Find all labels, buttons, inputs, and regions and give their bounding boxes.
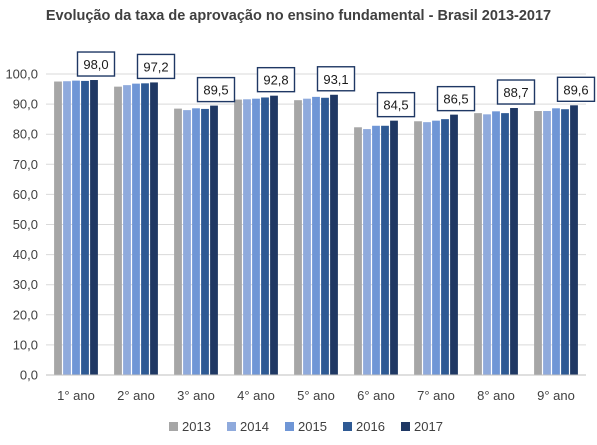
y-tick-label: 10,0 (13, 337, 38, 352)
data-label: 89,6 (563, 82, 588, 97)
x-tick-label: 4° ano (237, 388, 275, 403)
bar-2016 (501, 113, 509, 375)
x-tick-label: 7° ano (417, 388, 455, 403)
bar-2016 (261, 97, 269, 375)
bar-2017 (150, 82, 158, 375)
y-tick-label: 90,0 (13, 97, 38, 112)
bar-2013 (414, 121, 422, 375)
bar-2015 (432, 120, 440, 375)
bar-2017 (270, 95, 278, 375)
bar-2014 (123, 85, 131, 376)
bar-2015 (492, 111, 500, 375)
data-label: 84,5 (383, 98, 408, 113)
y-tick-label: 30,0 (13, 277, 38, 292)
data-label-box (256, 66, 296, 93)
bar-2013 (534, 111, 542, 375)
bar-2013 (474, 113, 482, 375)
data-label-box (196, 76, 236, 103)
data-label-box (376, 91, 416, 118)
bar-2017 (450, 114, 458, 375)
y-tick-label: 100,0 (5, 67, 38, 82)
bar-2013 (354, 127, 362, 375)
bar-2013 (54, 81, 62, 376)
data-label: 97,2 (143, 59, 168, 74)
bar-2014 (363, 129, 371, 375)
bar-2013 (114, 86, 122, 375)
data-label: 89,5 (203, 83, 228, 98)
bar-2015 (372, 125, 380, 375)
bar-2016 (441, 119, 449, 376)
bar-2015 (192, 108, 200, 376)
legend-swatch-2013 (169, 422, 178, 431)
legend-swatch-2015 (285, 422, 294, 431)
bar-2016 (81, 80, 89, 375)
bar-2014 (183, 110, 191, 376)
data-label-box (436, 85, 476, 112)
bar-2016 (381, 125, 389, 375)
data-label-box (556, 76, 596, 103)
y-tick-label: 0,0 (20, 368, 38, 383)
data-label: 92,8 (263, 73, 288, 88)
bar-2017 (90, 80, 98, 376)
bar-2017 (330, 94, 338, 376)
bar-2017 (570, 105, 578, 375)
legend-label: 2017 (414, 419, 443, 434)
x-tick-label: 9° ano (537, 388, 575, 403)
chart-title: Evolução da taxa de aprovação no ensino … (45, 8, 552, 24)
data-label: 98,0 (83, 57, 108, 72)
legend-label: 2016 (356, 419, 385, 434)
x-tick-label: 5° ano (297, 388, 335, 403)
bar-2016 (561, 109, 569, 375)
bar-2017 (510, 108, 518, 375)
bar-2015 (72, 80, 80, 375)
bar-2014 (63, 81, 71, 375)
bar-2013 (174, 108, 182, 376)
bar-2017 (390, 120, 398, 375)
bar-2014 (303, 98, 311, 375)
bar-2014 (243, 99, 251, 375)
legend-swatch-2016 (343, 422, 352, 431)
bar-2015 (132, 83, 140, 375)
data-label-box (316, 66, 356, 92)
x-tick-label: 2° ano (117, 388, 155, 403)
bar-2016 (141, 83, 149, 376)
x-tick-label: 8° ano (477, 388, 515, 403)
bar-2017 (210, 105, 218, 375)
data-label: 86,5 (443, 92, 468, 107)
data-label-box (496, 79, 536, 105)
y-tick-label: 80,0 (13, 127, 38, 142)
bar-2016 (201, 108, 209, 375)
x-tick-label: 3° ano (177, 388, 215, 403)
y-tick-label: 40,0 (13, 247, 38, 262)
bar-2014 (423, 122, 431, 375)
x-tick-label: 1° ano (57, 388, 95, 403)
bar-2015 (312, 96, 320, 375)
legend-swatch-2017 (401, 422, 410, 431)
legend-label: 2015 (298, 419, 327, 434)
bar-2013 (234, 99, 242, 376)
bar-2014 (543, 111, 551, 375)
data-label: 93,1 (323, 72, 348, 87)
data-label-box (136, 53, 176, 80)
legend-swatch-2014 (227, 422, 236, 431)
bar-2016 (321, 97, 329, 376)
bar-2014 (483, 114, 491, 376)
bar-2015 (252, 98, 260, 375)
legend-label: 2013 (182, 419, 211, 434)
bar-2013 (294, 100, 302, 375)
data-label: 88,7 (503, 85, 528, 100)
y-tick-label: 20,0 (13, 307, 38, 322)
data-label-box (76, 51, 116, 77)
y-tick-label: 60,0 (13, 187, 38, 202)
y-tick-label: 50,0 (13, 217, 38, 232)
bar-2015 (552, 108, 560, 376)
legend-label: 2014 (240, 419, 269, 434)
x-tick-label: 6° ano (357, 388, 395, 403)
y-tick-label: 70,0 (13, 157, 38, 172)
